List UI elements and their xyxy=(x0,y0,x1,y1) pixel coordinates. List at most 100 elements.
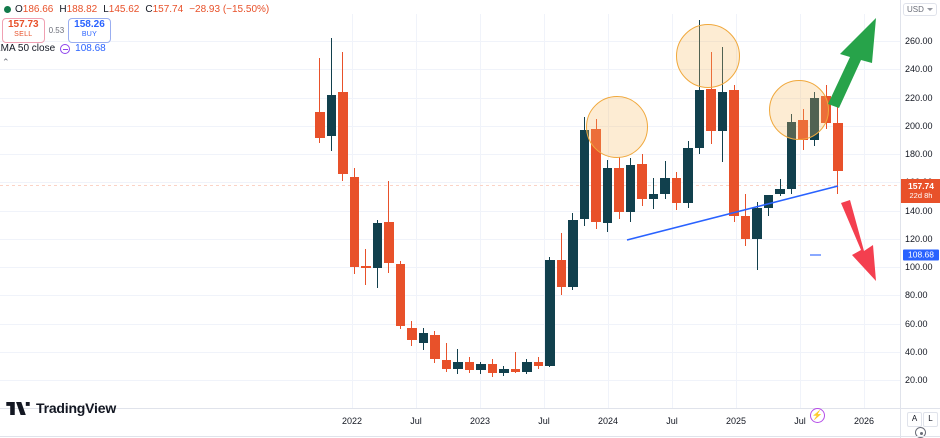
chevron-down-icon xyxy=(926,8,933,11)
candle-body xyxy=(752,207,762,239)
current-price-value: 157.74 xyxy=(908,181,934,191)
time-axis-tick: 2025 xyxy=(725,416,747,426)
candle-body xyxy=(637,163,647,200)
price-axis-tick: 200.00 xyxy=(905,120,933,131)
symbol-status-dot xyxy=(4,5,11,13)
gridline-horizontal xyxy=(0,69,900,71)
price-axis-tick: 140.00 xyxy=(905,205,933,216)
chart-legend: O186.66 H188.82 L145.62 C157.74 −28.93 (… xyxy=(4,2,269,16)
indicator-legend-ema[interactable]: EMA 50 close 108.68 xyxy=(0,43,106,54)
candle-body xyxy=(338,91,348,174)
candle-body xyxy=(487,364,498,373)
price-axis-tick: 260.00 xyxy=(905,36,933,46)
gridline-vertical xyxy=(480,14,481,408)
tradingview-watermark: TradingView xyxy=(6,400,116,416)
candle-body xyxy=(384,221,394,263)
candle-body xyxy=(648,193,659,200)
buy-price: 158.26 xyxy=(74,19,105,30)
current-price-tag: 157.74 22d 8h xyxy=(901,179,940,203)
candle-body xyxy=(522,361,532,372)
price-axis-tick: 40.00 xyxy=(905,346,928,357)
ema-indicator-value: 108.68 xyxy=(75,43,106,54)
price-axis-tick: 120.00 xyxy=(905,233,933,244)
gridline-horizontal xyxy=(0,267,900,268)
candle-body xyxy=(660,178,670,194)
candle-body xyxy=(533,361,544,366)
candle-wick xyxy=(779,179,781,197)
price-axis-tick: 80.00 xyxy=(905,290,928,301)
candle-body xyxy=(476,364,486,371)
bar-countdown: 22d 8h xyxy=(909,191,933,200)
settings-circle-icon[interactable] xyxy=(60,43,71,54)
price-axis-tick: 20.00 xyxy=(905,375,928,385)
highlight-circle-1[interactable] xyxy=(586,96,648,158)
gridline-horizontal xyxy=(0,125,900,127)
candle-body xyxy=(579,129,590,219)
axis-corner-controls[interactable]: A L xyxy=(900,408,940,438)
gridline-vertical xyxy=(800,14,801,408)
candle-body xyxy=(315,111,325,139)
ema-line-dash xyxy=(810,254,821,256)
candle-body xyxy=(453,361,463,369)
candle-body xyxy=(407,327,417,341)
ema-price-tag: 108.68 xyxy=(903,249,939,261)
candle-body xyxy=(591,128,601,222)
candle-body xyxy=(763,194,774,208)
candle-body xyxy=(614,168,624,212)
time-axis-tick: Jul xyxy=(410,416,422,426)
price-axis-tick: 60.00 xyxy=(905,318,928,329)
price-axis-tick: 180.00 xyxy=(905,149,933,159)
candle-body xyxy=(510,368,521,372)
time-axis[interactable]: 2022 Jul 2023 Jul 2024 Jul 2025 Jul 2026 xyxy=(0,408,900,438)
bid-ask-widget[interactable]: 157.73 SELL 0.53 158.26 BUY xyxy=(2,18,111,43)
auto-scale-button[interactable]: A xyxy=(907,412,922,427)
ohlc-readout: O186.66 H188.82 L145.62 C157.74 −28.93 (… xyxy=(15,3,269,16)
candle-body xyxy=(786,121,797,190)
highlight-circle-2[interactable] xyxy=(676,24,740,88)
ohlc-open-value: 186.66 xyxy=(22,3,54,15)
time-axis-tick: Jul xyxy=(666,416,678,426)
candle-body xyxy=(349,176,360,267)
ohlc-change: −28.93 (−15.50%) xyxy=(189,3,270,15)
candle-body xyxy=(625,165,636,212)
candle-body xyxy=(602,168,613,224)
candle-wick xyxy=(319,57,321,143)
current-price-dashed-line xyxy=(0,185,900,187)
legend-collapse-icon[interactable]: ⌃ xyxy=(2,57,10,67)
candle-body xyxy=(441,360,452,369)
gridline-horizontal xyxy=(0,238,900,240)
ohlc-low-key: L xyxy=(103,3,109,15)
sell-price: 157.73 xyxy=(8,19,39,30)
gridline-vertical xyxy=(672,14,673,408)
candle-wick xyxy=(445,343,447,372)
time-axis-tick: 2024 xyxy=(597,416,619,426)
gridline-vertical xyxy=(544,14,545,408)
gridline-horizontal xyxy=(0,97,900,99)
ohlc-high-value: 188.82 xyxy=(66,3,98,15)
chart-plot-area[interactable] xyxy=(0,0,900,408)
candle-body xyxy=(361,265,371,269)
candle-body xyxy=(671,178,682,204)
sell-label: SELL xyxy=(14,31,33,38)
highlight-circle-3[interactable] xyxy=(769,80,829,140)
spread-value: 0.53 xyxy=(48,26,65,35)
gridline-horizontal xyxy=(0,210,900,212)
gridline-horizontal xyxy=(0,154,900,155)
candle-body xyxy=(395,264,406,327)
gridline-horizontal xyxy=(0,380,900,381)
candle-body xyxy=(775,189,785,194)
gridline-horizontal xyxy=(0,323,900,325)
ohlc-close-value: 157.74 xyxy=(152,3,184,15)
sell-button[interactable]: 157.73 SELL xyxy=(2,18,45,43)
gridline-horizontal xyxy=(0,182,900,184)
candle-body xyxy=(568,220,578,287)
buy-label: BUY xyxy=(81,31,98,38)
currency-selector[interactable]: USD xyxy=(903,3,937,16)
currency-label: USD xyxy=(907,5,924,14)
tradingview-wordmark: TradingView xyxy=(36,400,117,416)
buy-button[interactable]: 158.26 BUY xyxy=(68,18,111,43)
log-scale-button[interactable]: L xyxy=(923,412,938,427)
price-axis[interactable]: 260.00240.00220.00200.00180.00160.00140.… xyxy=(900,0,940,408)
flash-event-icon[interactable]: ⚡ xyxy=(810,408,825,423)
price-axis-tick: 240.00 xyxy=(905,64,933,75)
